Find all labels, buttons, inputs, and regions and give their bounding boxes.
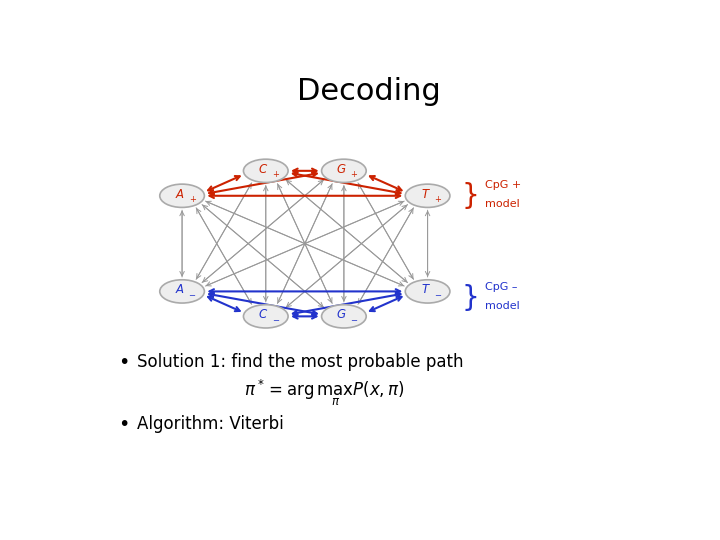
Text: CpG –: CpG –: [485, 282, 518, 292]
Ellipse shape: [405, 184, 450, 207]
Text: model: model: [485, 301, 520, 311]
Ellipse shape: [405, 280, 450, 303]
Text: Decoding: Decoding: [297, 77, 441, 106]
Text: G: G: [336, 163, 346, 176]
Text: −: −: [272, 316, 279, 325]
Text: CpG +: CpG +: [485, 180, 521, 191]
Ellipse shape: [243, 305, 288, 328]
Ellipse shape: [322, 159, 366, 183]
Text: +: +: [434, 195, 441, 205]
Text: T: T: [421, 284, 428, 296]
Text: −: −: [189, 291, 196, 300]
Text: C: C: [259, 308, 267, 321]
Text: −: −: [434, 291, 441, 300]
Ellipse shape: [160, 280, 204, 303]
Ellipse shape: [243, 159, 288, 183]
Text: A: A: [175, 187, 184, 201]
Ellipse shape: [322, 305, 366, 328]
Text: +: +: [189, 195, 196, 205]
Text: A: A: [175, 284, 184, 296]
Text: Algorithm: Viterbi: Algorithm: Viterbi: [138, 415, 284, 434]
Text: }: }: [461, 182, 479, 210]
Text: −: −: [351, 316, 357, 325]
Ellipse shape: [160, 184, 204, 207]
Text: Solution 1: find the most probable path: Solution 1: find the most probable path: [138, 353, 464, 371]
Text: •: •: [118, 353, 130, 372]
Text: T: T: [421, 187, 428, 201]
Text: $\pi^* = \arg\max_{\pi} P(x, \pi)$: $\pi^* = \arg\max_{\pi} P(x, \pi)$: [244, 378, 405, 408]
Text: •: •: [118, 415, 130, 434]
Text: }: }: [461, 284, 479, 312]
Text: G: G: [336, 308, 346, 321]
Text: model: model: [485, 199, 520, 209]
Text: +: +: [272, 171, 279, 179]
Text: +: +: [351, 171, 357, 179]
Text: C: C: [259, 163, 267, 176]
